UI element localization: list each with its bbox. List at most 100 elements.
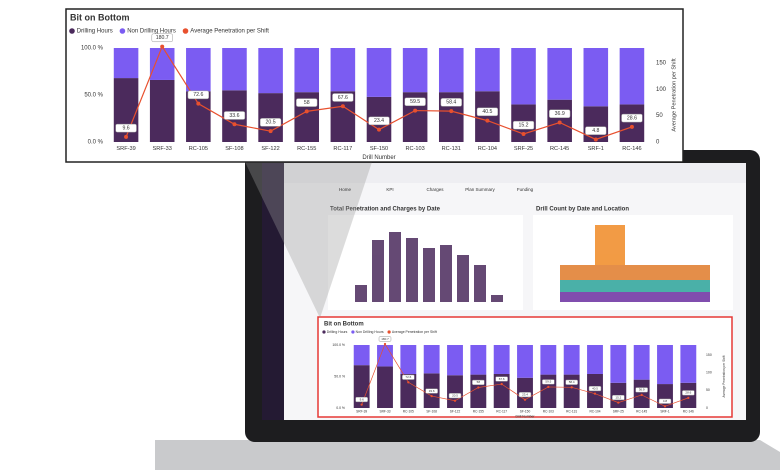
data-label: 23.4 <box>374 118 384 124</box>
tab[interactable]: KPI <box>386 187 393 192</box>
data-label-box <box>223 111 246 120</box>
data-label-box <box>565 379 578 385</box>
line-point <box>360 403 363 406</box>
data-label: 33.6 <box>429 389 435 393</box>
data-label-box <box>402 374 415 380</box>
data-label-box <box>296 98 318 107</box>
data-label: 72.6 <box>193 92 203 98</box>
data-label-box <box>448 393 462 399</box>
line-point <box>640 393 643 397</box>
line-point <box>160 44 165 49</box>
data-label-box <box>612 395 625 401</box>
legend-swatch <box>119 28 126 34</box>
x-tick-label: SRF-33 <box>153 146 172 152</box>
side-nav <box>262 163 284 420</box>
tab[interactable]: Funding <box>517 187 534 192</box>
legend-swatch <box>182 28 189 34</box>
x-tick-label: SRF-39 <box>356 410 367 414</box>
y2-axis-title: Average Penetration per Shift <box>671 58 677 132</box>
x-tick-label: RC-145 <box>550 146 569 152</box>
x-tick-label: RC-103 <box>405 146 424 152</box>
bar <box>493 345 510 374</box>
bar <box>113 78 139 142</box>
x-tick-label: RC-155 <box>297 146 316 152</box>
legend-label: Drilling Hours <box>77 29 113 35</box>
bar <box>475 48 500 92</box>
data-label-box <box>682 390 695 396</box>
data-label: 59.5 <box>410 99 420 105</box>
y-tick-label: 50.0 % <box>334 374 345 378</box>
legend-swatch <box>322 330 326 334</box>
bar <box>633 345 650 380</box>
data-label-box <box>368 116 390 126</box>
tab[interactable]: Charges <box>426 187 444 192</box>
x-tick-label: RC-117 <box>496 410 507 414</box>
data-label: 33.6 <box>229 113 239 119</box>
data-label: 40.5 <box>482 109 492 115</box>
panel-title: Total Penetration and Charges by Date <box>330 207 441 213</box>
tab[interactable]: Plan Summary <box>465 187 495 192</box>
x-tick-label: RC-131 <box>566 410 577 414</box>
x-tick-label: SRF-1 <box>588 146 604 152</box>
bar <box>547 48 572 100</box>
data-label-box <box>621 113 643 123</box>
y2-tick-label: 100 <box>706 371 712 375</box>
y2-tick-label: 0 <box>656 140 660 146</box>
bar <box>587 345 603 374</box>
x-tick-label: RC-104 <box>478 146 497 152</box>
line-point <box>485 118 490 123</box>
line-point <box>593 392 597 395</box>
bar <box>470 345 487 375</box>
placeholder-chart <box>355 232 503 302</box>
bar <box>447 375 463 408</box>
tab[interactable]: Home <box>339 187 352 192</box>
line-point <box>196 101 201 106</box>
legend-label: Drilling Hours <box>327 330 348 334</box>
data-label-box <box>115 123 137 133</box>
legend-swatch <box>69 28 75 34</box>
data-label: 20.5 <box>452 393 458 397</box>
data-label: 36.9 <box>639 388 645 392</box>
x-tick-label: SF-122 <box>261 146 279 152</box>
x-tick-label: RC-105 <box>189 146 208 152</box>
line-point <box>124 134 129 139</box>
line-point <box>268 129 273 134</box>
bar <box>540 345 557 375</box>
bar <box>447 345 463 376</box>
x-tick-label: SF-108 <box>225 146 243 152</box>
x-tick-label: SRF-33 <box>379 410 390 414</box>
bar <box>377 366 393 408</box>
y2-tick-label: 150 <box>706 353 712 357</box>
line-point <box>500 382 503 386</box>
data-label-box <box>585 126 607 135</box>
line-point <box>663 405 667 408</box>
data-label: 72.6 <box>405 375 411 379</box>
bar <box>400 373 417 408</box>
data-label-box <box>404 97 426 107</box>
data-label: 4.8 <box>663 399 667 403</box>
bar <box>149 48 175 80</box>
x-tick-label: RC-117 <box>333 146 352 152</box>
data-label-box <box>518 392 532 398</box>
line-point <box>383 342 387 346</box>
line-point <box>570 386 573 389</box>
data-label: 28.6 <box>685 391 691 395</box>
data-label: 28.6 <box>627 115 637 121</box>
line-point <box>232 122 237 127</box>
placeholder-chart <box>560 225 710 302</box>
data-label: 180.7 <box>381 337 389 341</box>
x-tick-label: SF-122 <box>450 410 461 414</box>
line-point <box>377 127 381 132</box>
y2-tick-label: 150 <box>656 60 667 66</box>
x-tick-label: RC-145 <box>636 410 647 414</box>
legend-swatch <box>351 330 355 334</box>
data-label-box <box>151 33 173 43</box>
bar <box>186 91 211 142</box>
x-tick-label: SRF-39 <box>116 146 135 152</box>
x-axis-title: Drill Number <box>515 415 535 419</box>
data-label: 20.5 <box>266 120 276 126</box>
data-label: 58.4 <box>446 100 456 106</box>
bar <box>186 48 211 92</box>
bar <box>619 48 645 105</box>
